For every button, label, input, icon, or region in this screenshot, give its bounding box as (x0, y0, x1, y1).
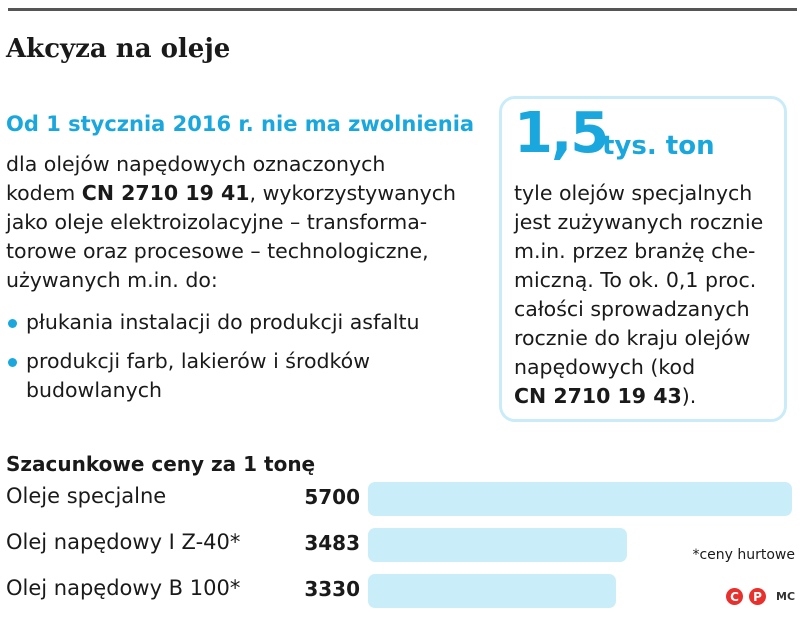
stat-line: jest zużywanych rocznie (514, 210, 764, 234)
stat-code-suffix: ). (681, 384, 697, 408)
exemption-line-4: torowe oraz procesowe – technologiczne, (6, 239, 429, 263)
chart-row: Olej napędowy B 100* 3330 (0, 574, 805, 608)
exemption-code: CN 2710 19 41 (81, 181, 250, 205)
price-bar (368, 574, 616, 608)
exemption-bullet-list: płukania instalacji do produkcji asfaltu… (6, 308, 491, 415)
stat-number: 1,5 (514, 101, 609, 166)
bullet-text: płukania instalacji do produkcji asfaltu (26, 310, 420, 334)
stat-line: rocznie do kraju olejów (514, 326, 751, 350)
stat-line: tyle olejów specjalnych (514, 181, 753, 205)
publisher-logo: C P MC (726, 588, 795, 605)
stat-code-line: CN 2710 19 43). (514, 382, 782, 411)
bullet-item: płukania instalacji do produkcji asfaltu (6, 308, 491, 337)
stat-box: 1,5 tys. ton tyle olejów specjalnych jes… (499, 96, 787, 422)
exemption-line-1: dla olejów napędowych oznaczonych (6, 152, 386, 176)
stat-description: tyle olejów specjalnych jest zużywanych … (514, 179, 782, 411)
logo-p-icon: P (749, 588, 766, 605)
bullet-dot-icon (8, 319, 17, 328)
stat-code: CN 2710 19 43 (514, 384, 682, 408)
price-bar (368, 482, 792, 516)
stat-line: miczną. To ok. 0,1 proc. (514, 268, 757, 292)
exemption-line-2: kodem CN 2710 19 41, wykorzystywanych (6, 179, 491, 208)
exemption-text: dla olejów napędowych oznaczonych kodem … (6, 150, 491, 295)
logo-c-icon: C (726, 588, 743, 605)
category-label: Olej napędowy B 100* (6, 576, 241, 600)
value-label: 3330 (304, 577, 360, 601)
chart-row: Olej napędowy I Z-40* 3483 (0, 528, 805, 562)
value-label: 5700 (304, 485, 360, 509)
logo-text: MC (776, 590, 796, 603)
stat-line: m.in. przez branżę che- (514, 239, 756, 263)
category-label: Oleje specjalne (6, 484, 167, 508)
value-label: 3483 (304, 531, 360, 555)
bullet-text-continued: budowlanych (26, 378, 162, 402)
page-title: Akcyza na oleje (6, 34, 231, 64)
stat-unit: tys. ton (602, 131, 715, 161)
exemption-heading: Od 1 stycznia 2016 r. nie ma zwolnienia (6, 112, 475, 136)
bullet-text: produkcji farb, lakierów i środków (26, 349, 370, 373)
price-bar (368, 528, 627, 562)
top-rule (8, 8, 797, 11)
exemption-line-3: jako oleje elektroizolacyjne – transform… (6, 210, 428, 234)
category-label: Olej napędowy I Z-40* (6, 530, 241, 554)
bullet-item: produkcji farb, lakierów i środków budow… (6, 347, 491, 405)
exemption-line-2-pre: kodem (6, 181, 82, 205)
bullet-dot-icon (8, 358, 17, 367)
chart-title: Szacunkowe ceny za 1 tonę (6, 452, 316, 476)
exemption-line-2-post: , wykorzystywanych (249, 181, 457, 205)
chart-footnote: *ceny hurtowe (692, 547, 795, 563)
stat-line: całości sprowadzanych (514, 297, 750, 321)
stat-line: napędowych (kod (514, 355, 696, 379)
chart-row: Oleje specjalne 5700 (0, 482, 805, 516)
exemption-line-5: używanych m.in. do: (6, 268, 218, 292)
